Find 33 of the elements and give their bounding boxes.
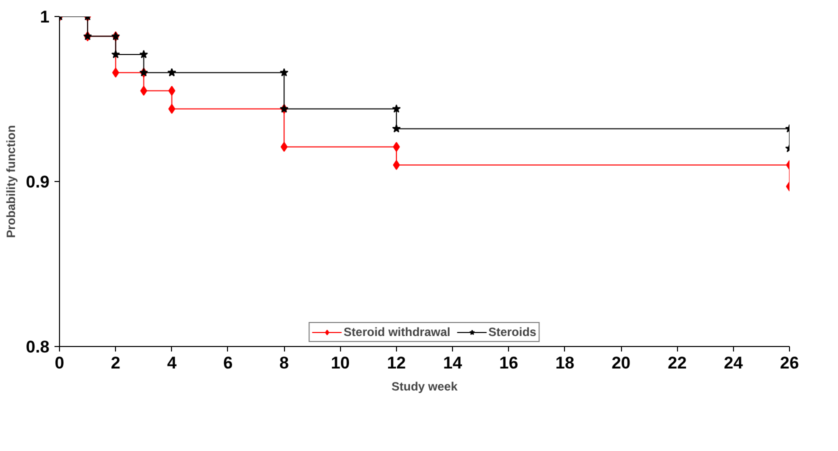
x-tick-label: 14 <box>443 354 463 372</box>
x-tick-label: 16 <box>499 354 518 372</box>
legend-label: Steroid withdrawal <box>344 325 450 339</box>
point <box>392 160 400 170</box>
x-tick-label: 24 <box>724 354 744 372</box>
x-tick-label: 8 <box>279 354 289 372</box>
x-tick-label: 10 <box>330 354 350 372</box>
x-tick-label: 2 <box>110 354 120 372</box>
point <box>392 142 400 152</box>
point <box>111 50 120 58</box>
point <box>112 68 120 78</box>
point <box>168 104 176 114</box>
x-tick-label: 20 <box>612 354 631 372</box>
point <box>168 86 176 96</box>
x-axis-title: Study week <box>391 380 458 394</box>
x-tick-label: 6 <box>223 354 233 372</box>
y-tick-label: 0.9 <box>26 172 50 192</box>
legend-label: Steroids <box>488 325 536 339</box>
point <box>280 68 288 76</box>
point <box>140 86 148 96</box>
x-tick-label: 22 <box>668 354 687 372</box>
x-tick-label: 18 <box>555 354 574 372</box>
point <box>392 124 401 132</box>
x-tick-label: 4 <box>167 354 178 372</box>
point <box>139 50 148 58</box>
y-axis-title: Probability function <box>4 125 18 238</box>
point <box>280 142 288 152</box>
y-tick-label: 1 <box>40 8 50 26</box>
y-tick-label: 0.8 <box>26 338 50 356</box>
x-tick-label: 12 <box>386 354 406 372</box>
x-tick-label: 0 <box>54 354 64 372</box>
point <box>392 104 401 113</box>
x-tick-label: 26 <box>780 354 799 372</box>
